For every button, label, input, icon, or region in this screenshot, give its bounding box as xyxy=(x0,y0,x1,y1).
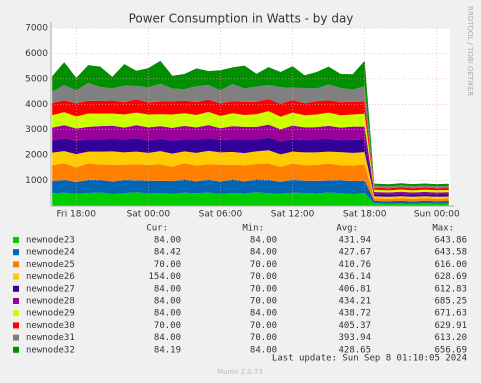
area xyxy=(52,82,449,189)
legend-label: newnode32 xyxy=(26,345,75,355)
legend-stat: 70.00 xyxy=(250,272,277,282)
legend-stat: 70.00 xyxy=(250,297,277,307)
legend-label: newnode25 xyxy=(26,260,75,270)
legend-stat: 410.76 xyxy=(338,260,371,270)
legend-stat: 154.00 xyxy=(148,272,181,282)
legend-stat: 628.69 xyxy=(434,272,467,282)
legend-header: Cur: xyxy=(146,224,168,234)
legend-swatch xyxy=(13,261,19,268)
legend-stat: 629.91 xyxy=(434,321,467,331)
last-update: Last update: Sun Sep 8 01:10:05 2024 xyxy=(272,354,467,364)
y-tick-label: 7000 xyxy=(25,24,48,34)
x-tick-label: Fri 18:00 xyxy=(56,210,96,220)
area xyxy=(52,98,449,191)
legend-stat: 84.42 xyxy=(154,248,181,258)
legend-stat: 427.67 xyxy=(338,248,371,258)
side-label: RRDTOOL / TOBI OETIKER xyxy=(466,6,474,96)
legend-stat: 431.94 xyxy=(338,236,371,246)
legend-label: newnode28 xyxy=(26,297,75,307)
legend-stat: 70.00 xyxy=(154,321,181,331)
legend-stat: 70.00 xyxy=(250,260,277,270)
y-tick-label: 4000 xyxy=(25,100,48,110)
legend-stat: 405.37 xyxy=(338,321,371,331)
legend-stat: 393.94 xyxy=(338,333,371,343)
legend-stat: 643.86 xyxy=(434,236,467,246)
legend-stat: 84.00 xyxy=(154,284,181,294)
area xyxy=(52,111,449,193)
legend-stat: 70.00 xyxy=(250,321,277,331)
legend-label: newnode23 xyxy=(26,236,75,246)
legend-swatch xyxy=(13,285,19,292)
legend-stat: 612.83 xyxy=(434,284,467,294)
legend-header: Min: xyxy=(242,224,264,234)
legend-stat: 84.00 xyxy=(250,248,277,258)
legend-stat: 438.72 xyxy=(338,309,371,319)
legend-stat: 84.00 xyxy=(250,345,277,355)
legend-swatch xyxy=(13,310,19,317)
legend-stat: 70.00 xyxy=(250,284,277,294)
legend-stat: 656.69 xyxy=(434,345,467,355)
legend-swatch xyxy=(13,346,19,353)
x-tick-label: Sat 00:00 xyxy=(127,210,171,220)
legend-label: newnode30 xyxy=(26,321,75,331)
legend-swatch xyxy=(13,273,19,280)
legend-stat: 70.00 xyxy=(250,333,277,343)
legend-swatch xyxy=(13,322,19,329)
legend-stat: 613.20 xyxy=(434,333,467,343)
legend-swatch xyxy=(13,249,19,256)
legend-stat: 84.00 xyxy=(154,236,181,246)
legend-stat: 84.00 xyxy=(154,309,181,319)
legend-label: newnode29 xyxy=(26,309,75,319)
area xyxy=(52,124,449,195)
area xyxy=(52,179,449,204)
area xyxy=(52,150,449,199)
legend-stat: 428.65 xyxy=(338,345,371,355)
x-tick-label: Sun 00:00 xyxy=(414,210,460,220)
legend-label: newnode26 xyxy=(26,272,75,282)
footer: Munin 2.0.73 xyxy=(217,368,263,376)
legend-stat: 436.14 xyxy=(338,272,371,282)
legend-stat: 84.00 xyxy=(250,236,277,246)
y-tick-label: 5000 xyxy=(25,74,48,84)
legend-stat: 70.00 xyxy=(154,260,181,270)
legend-stat: 616.00 xyxy=(434,260,467,270)
legend-stat: 434.21 xyxy=(338,297,371,307)
legend-header: Max: xyxy=(432,224,454,234)
y-tick-label: 2000 xyxy=(25,151,48,161)
area xyxy=(52,137,449,197)
y-tick-label: 3000 xyxy=(25,125,48,135)
legend-stat: 84.00 xyxy=(250,309,277,319)
legend-stat: 84.19 xyxy=(154,345,181,355)
legend-stat: 84.00 xyxy=(154,333,181,343)
legend-stat: 643.58 xyxy=(434,248,467,258)
area xyxy=(52,163,449,202)
legend-swatch xyxy=(13,237,19,243)
legend-stat: 84.00 xyxy=(154,297,181,307)
legend-swatch xyxy=(13,334,19,341)
legend-header: Avg: xyxy=(336,224,358,234)
legend-stat: 685.25 xyxy=(434,297,467,307)
x-tick-label: Sat 06:00 xyxy=(199,210,243,220)
area xyxy=(52,192,449,206)
y-tick-label: 1000 xyxy=(25,176,48,186)
y-tick-label: 6000 xyxy=(25,49,48,59)
legend-label: newnode24 xyxy=(26,248,75,258)
legend-stat: 671.63 xyxy=(434,309,467,319)
legend-swatch xyxy=(13,298,19,304)
chart-title: Power Consumption in Watts - by day xyxy=(129,12,354,26)
legend-label: newnode27 xyxy=(26,284,75,294)
x-tick-label: Sat 18:00 xyxy=(343,210,387,220)
x-tick-label: Sat 12:00 xyxy=(271,210,315,220)
legend-label: newnode31 xyxy=(26,333,75,343)
area xyxy=(52,60,449,187)
legend-stat: 406.81 xyxy=(338,284,371,294)
